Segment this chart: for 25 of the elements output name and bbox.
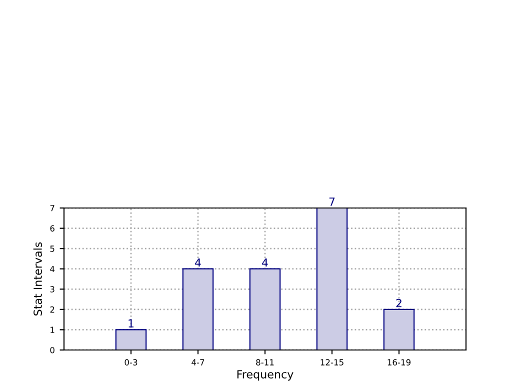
bar bbox=[383, 308, 415, 350]
y-tick-label: 0 bbox=[50, 346, 54, 354]
bar bbox=[115, 329, 147, 350]
data-label: 2 bbox=[396, 298, 402, 308]
y-tick-label: 5 bbox=[50, 246, 54, 252]
y-tick-label: 3 bbox=[50, 286, 54, 292]
x-tick-label: 4-7 bbox=[192, 359, 204, 366]
y-tick-label: 7 bbox=[50, 205, 54, 212]
data-label: 4 bbox=[262, 258, 268, 267]
data-label: 4 bbox=[195, 258, 201, 267]
bar bbox=[316, 208, 348, 350]
bar bbox=[249, 268, 281, 350]
data-label: 7 bbox=[329, 198, 335, 206]
y-tick-label: 2 bbox=[50, 306, 54, 313]
data-label: 1 bbox=[128, 319, 134, 328]
x-tick-label: 8-11 bbox=[256, 359, 274, 366]
x-axis-title: Frequency bbox=[237, 370, 294, 381]
y-tick-label: 4 bbox=[50, 266, 55, 272]
y-tick-label: 1 bbox=[50, 326, 54, 333]
bar bbox=[182, 268, 214, 350]
x-tick-label: 0-3 bbox=[124, 359, 138, 366]
x-tick-label: 12-15 bbox=[320, 359, 344, 366]
y-tick-label: 6 bbox=[50, 225, 54, 232]
x-tick-label: 16-19 bbox=[388, 359, 411, 366]
y-axis-title: Stat Intervals bbox=[33, 242, 42, 316]
